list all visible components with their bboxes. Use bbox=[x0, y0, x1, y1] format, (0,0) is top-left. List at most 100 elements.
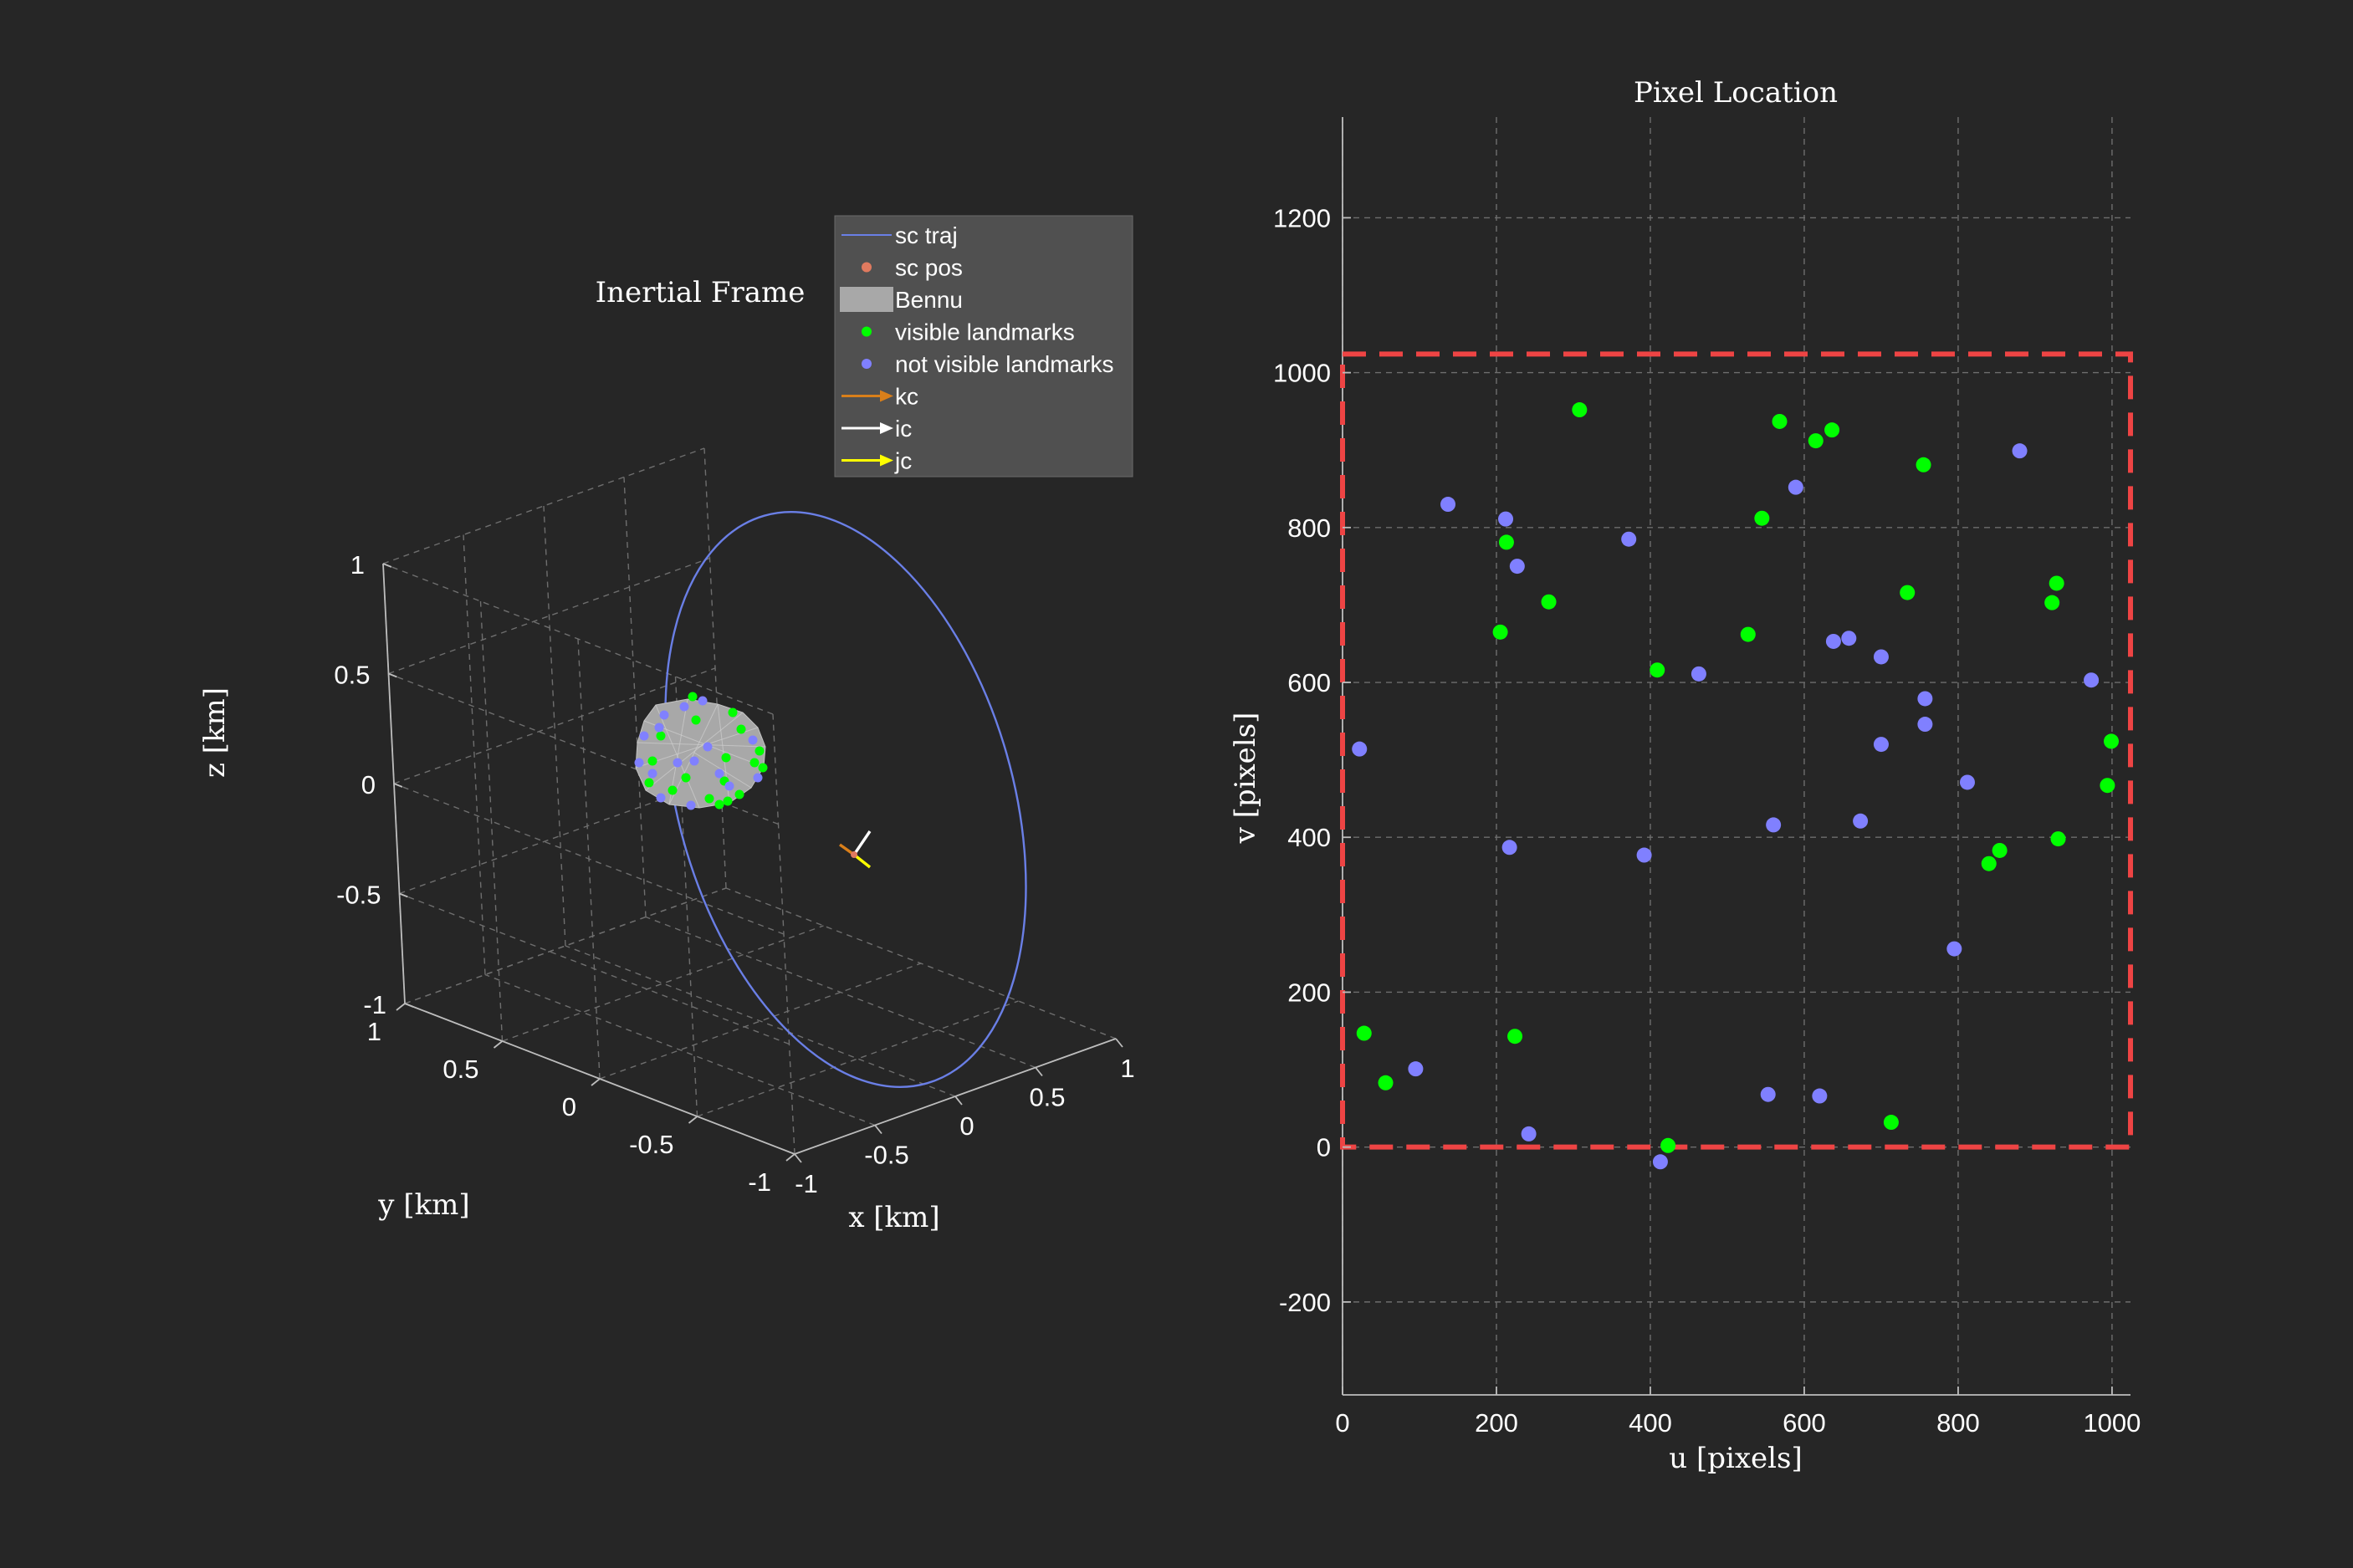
landmark-visible bbox=[1916, 457, 1931, 472]
legend-patch-icon bbox=[840, 287, 893, 312]
y-tick-label: 0.5 bbox=[442, 1055, 478, 1084]
y-tick-label-2d: 600 bbox=[1287, 668, 1331, 697]
landmark-hidden bbox=[1691, 666, 1706, 682]
grid-line bbox=[502, 925, 824, 1042]
z-tick bbox=[399, 892, 408, 898]
landmark-hidden bbox=[1501, 840, 1517, 856]
bennu-facet bbox=[637, 742, 766, 748]
landmark-hidden-3d bbox=[698, 696, 708, 706]
landmark-visible bbox=[1541, 594, 1557, 610]
grid-line bbox=[388, 557, 710, 675]
landmark-visible-3d bbox=[723, 796, 733, 806]
y-tick-label-2d: 800 bbox=[1287, 513, 1331, 543]
landmark-visible bbox=[2100, 778, 2115, 794]
landmark-hidden-3d bbox=[703, 742, 713, 752]
grid-line bbox=[623, 477, 647, 917]
sc-pos-marker bbox=[851, 851, 857, 858]
grid-2d bbox=[1342, 117, 2130, 1396]
landmark-hidden bbox=[1498, 511, 1514, 527]
landmark-hidden bbox=[1352, 741, 1368, 757]
legend-item: jc bbox=[841, 448, 912, 474]
y-tick bbox=[688, 1116, 698, 1124]
grid-line bbox=[404, 887, 727, 1004]
grid-line bbox=[599, 963, 922, 1080]
legend-label: kc bbox=[895, 384, 918, 410]
landmark-hidden bbox=[1760, 1086, 1776, 1102]
landmark-hidden bbox=[1636, 847, 1652, 863]
y-axis-label-3d: y [km] bbox=[377, 1188, 469, 1222]
x-axis-label-2d: u [pixels] bbox=[1669, 1442, 1803, 1475]
legend-dot-icon bbox=[862, 359, 872, 369]
x-tick-label: 0 bbox=[959, 1111, 974, 1141]
landmark-hidden bbox=[1440, 497, 1456, 513]
y-tick-label: 0 bbox=[562, 1092, 576, 1121]
x-tick-label-2d: 1000 bbox=[2083, 1408, 2141, 1438]
landmark-hidden-3d bbox=[659, 710, 669, 720]
landmark-visible-3d bbox=[754, 746, 765, 756]
y-tick-label: -0.5 bbox=[629, 1130, 673, 1159]
z-tick bbox=[382, 563, 392, 568]
x-axis-label-3d: x [km] bbox=[848, 1201, 939, 1234]
landmark-hidden-3d bbox=[753, 773, 763, 783]
landmark-hidden bbox=[1509, 559, 1525, 575]
y-tick bbox=[591, 1078, 601, 1086]
legend-item: ic bbox=[841, 416, 912, 442]
x-tick-label-2d: 400 bbox=[1629, 1408, 1672, 1438]
landmark-visible bbox=[1981, 856, 1997, 871]
landmark-visible-3d bbox=[668, 785, 678, 795]
landmarks-3d bbox=[634, 692, 768, 810]
ticks-3d: -1-0.500.51-1-0.500.51-1-0.500.51 bbox=[334, 550, 1134, 1198]
landmark-visible-3d bbox=[734, 789, 744, 799]
y-tick bbox=[785, 1153, 795, 1162]
x-tick bbox=[874, 1124, 882, 1135]
y-tick bbox=[396, 1003, 406, 1011]
landmark-visible bbox=[1992, 842, 2008, 858]
y-tick-label-2d: 200 bbox=[1287, 978, 1331, 1007]
landmark-visible-3d bbox=[644, 778, 654, 788]
chart-title-pixel: Pixel Location bbox=[1634, 76, 1838, 110]
z-tick bbox=[404, 1003, 414, 1008]
landmark-visible bbox=[1900, 585, 1916, 600]
grid-line bbox=[697, 1000, 1019, 1117]
grid-line bbox=[382, 447, 705, 564]
landmark-hidden bbox=[1652, 1154, 1668, 1170]
legend-item: sc traj bbox=[841, 222, 958, 248]
landmark-visible-3d bbox=[714, 799, 724, 810]
y-tick-label-2d: 0 bbox=[1317, 1133, 1331, 1162]
landmark-hidden-3d bbox=[639, 731, 649, 741]
z-tick bbox=[388, 672, 397, 678]
landmark-hidden bbox=[1873, 737, 1889, 753]
pixel-points bbox=[1352, 402, 2120, 1170]
z-tick bbox=[393, 783, 403, 788]
landmark-visible-3d bbox=[749, 758, 760, 768]
bennu-facet bbox=[645, 712, 744, 791]
y-tick-label-2d: 400 bbox=[1287, 823, 1331, 852]
landmark-visible bbox=[2049, 575, 2064, 591]
landmark-hidden-3d bbox=[654, 723, 664, 733]
landmark-hidden-3d bbox=[634, 758, 644, 768]
legend-dot-icon bbox=[862, 262, 872, 273]
bennu-facet bbox=[693, 752, 752, 789]
landmark-hidden bbox=[1621, 531, 1637, 547]
landmark-hidden bbox=[2012, 443, 2028, 459]
axes-3d bbox=[382, 563, 1117, 1155]
landmark-hidden-3d bbox=[689, 756, 699, 766]
z-tick-label: 0 bbox=[361, 770, 376, 799]
orbit-path bbox=[664, 511, 1027, 1088]
landmark-hidden bbox=[1841, 631, 1857, 646]
landmark-hidden-3d bbox=[686, 800, 696, 810]
landmark-visible-3d bbox=[736, 724, 746, 734]
landmark-hidden-3d bbox=[679, 702, 689, 712]
landmark-visible bbox=[1492, 624, 1508, 640]
landmark-visible bbox=[1824, 422, 1840, 438]
grid-line bbox=[543, 505, 566, 947]
bennu-facet bbox=[693, 703, 719, 753]
legend: sc traj sc pos Bennu visible landmarks not v… bbox=[834, 215, 1133, 478]
y-tick-label: -1 bbox=[748, 1167, 771, 1197]
landmark-hidden bbox=[1812, 1088, 1828, 1104]
landmark-visible-3d bbox=[647, 756, 657, 766]
landmark-visible bbox=[1572, 402, 1588, 418]
x-tick-label-2d: 800 bbox=[1936, 1408, 1980, 1438]
x-tick-label: 0.5 bbox=[1029, 1083, 1065, 1112]
legend-arrowhead-icon bbox=[880, 454, 893, 467]
